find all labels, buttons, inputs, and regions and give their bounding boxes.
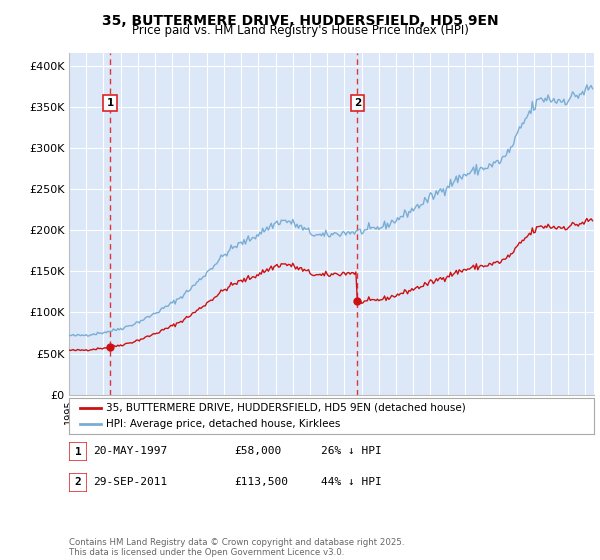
Text: 29-SEP-2011: 29-SEP-2011 [93, 477, 167, 487]
FancyBboxPatch shape [69, 473, 87, 492]
Text: 35, BUTTERMERE DRIVE, HUDDERSFIELD, HD5 9EN: 35, BUTTERMERE DRIVE, HUDDERSFIELD, HD5 … [101, 14, 499, 28]
Text: Price paid vs. HM Land Registry's House Price Index (HPI): Price paid vs. HM Land Registry's House … [131, 24, 469, 36]
Text: 35, BUTTERMERE DRIVE, HUDDERSFIELD, HD5 9EN (detached house): 35, BUTTERMERE DRIVE, HUDDERSFIELD, HD5 … [106, 403, 466, 413]
Text: HPI: Average price, detached house, Kirklees: HPI: Average price, detached house, Kirk… [106, 419, 340, 429]
Text: 1: 1 [74, 447, 82, 456]
Text: 2: 2 [353, 98, 361, 108]
Text: 26% ↓ HPI: 26% ↓ HPI [321, 446, 382, 456]
Text: 1: 1 [106, 98, 113, 108]
Text: Contains HM Land Registry data © Crown copyright and database right 2025.
This d: Contains HM Land Registry data © Crown c… [69, 538, 404, 557]
Text: 44% ↓ HPI: 44% ↓ HPI [321, 477, 382, 487]
Text: £58,000: £58,000 [234, 446, 281, 456]
Text: £113,500: £113,500 [234, 477, 288, 487]
Text: 2: 2 [74, 478, 82, 487]
Text: 20-MAY-1997: 20-MAY-1997 [93, 446, 167, 456]
FancyBboxPatch shape [69, 442, 87, 461]
